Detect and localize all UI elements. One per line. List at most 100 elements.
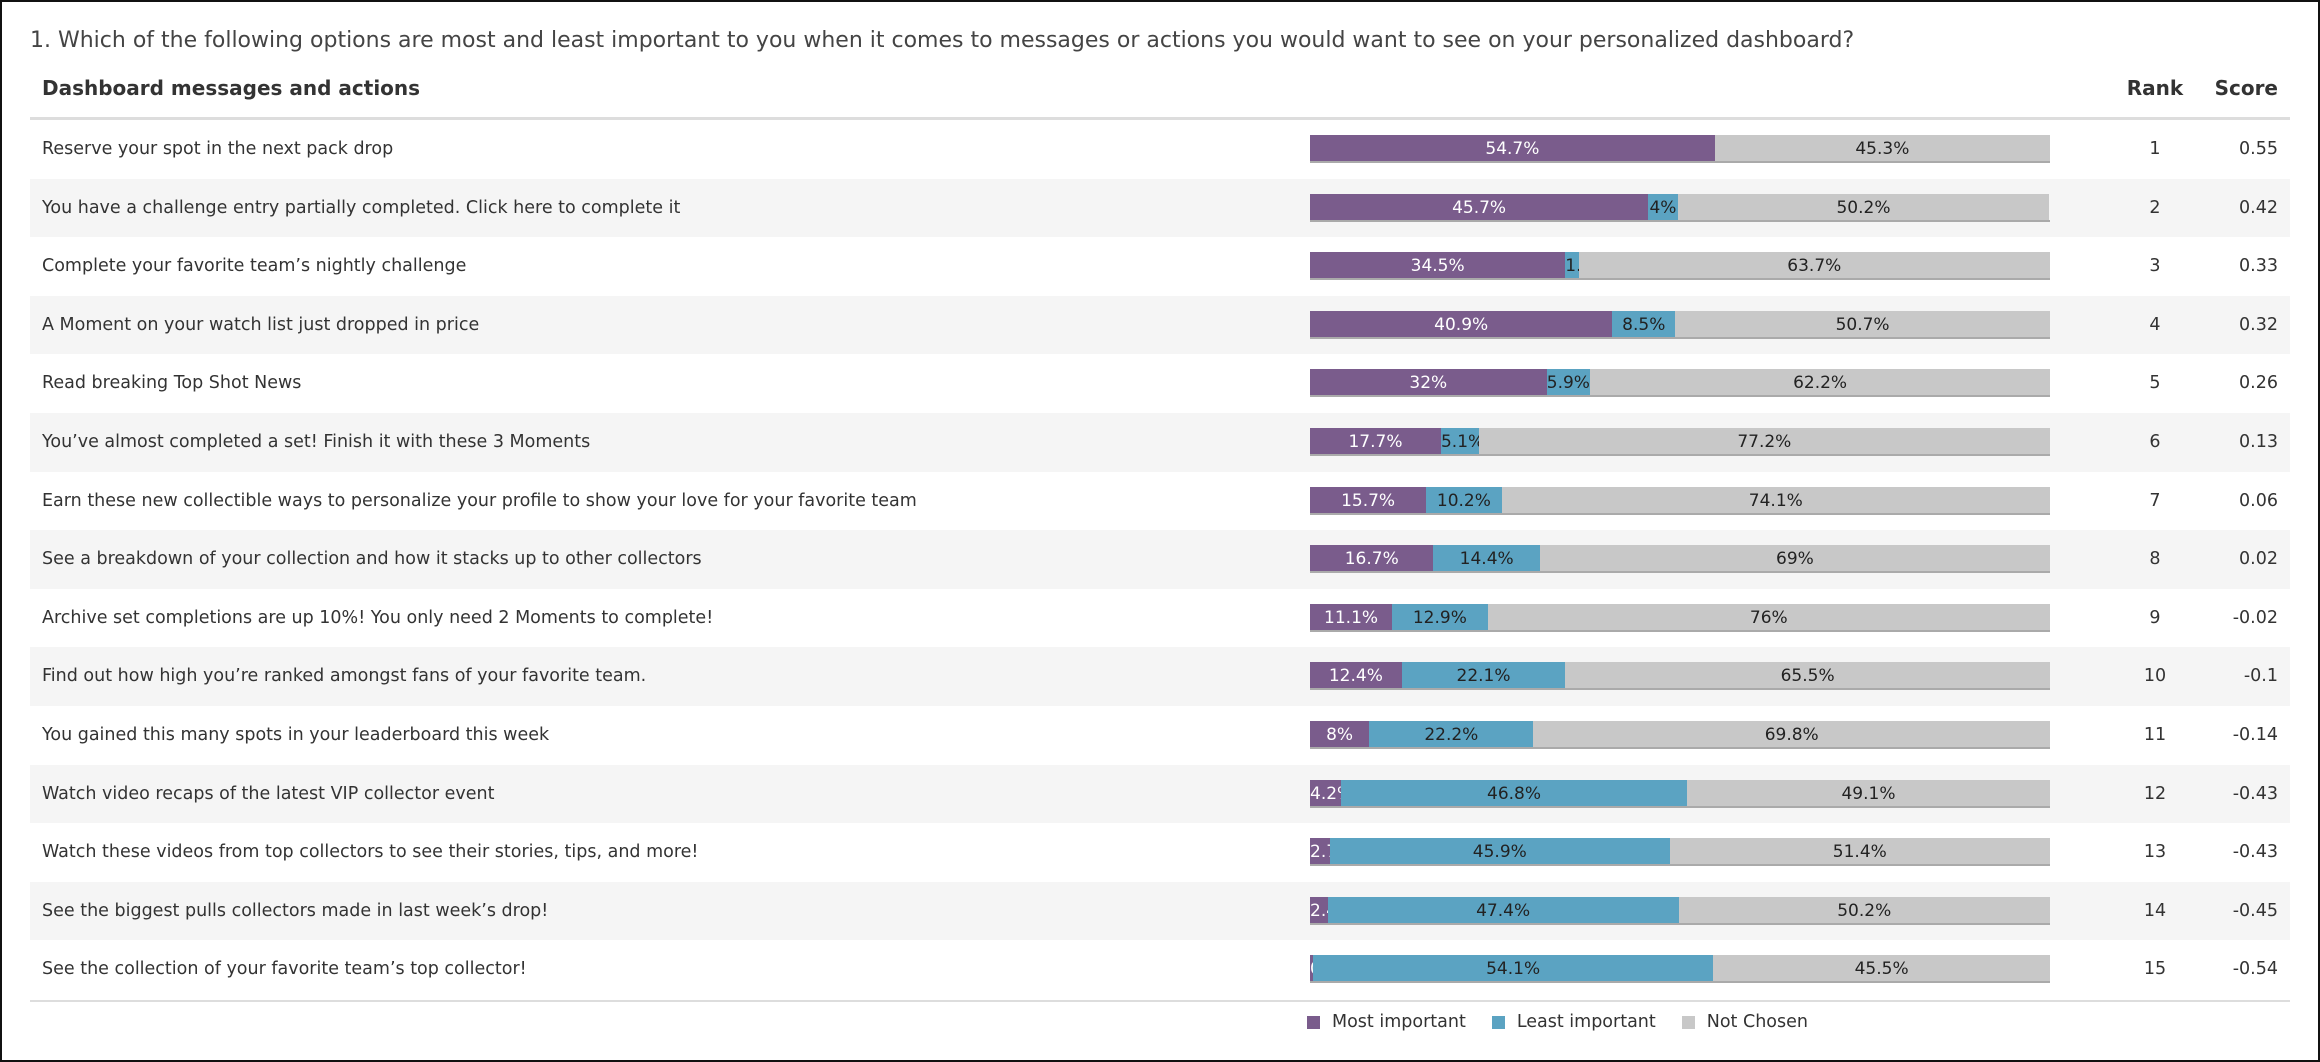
table-row: You’ve almost completed a set! Finish it… (30, 412, 2290, 472)
rank-value: 4 (2149, 314, 2161, 335)
rank-value: 14 (2143, 900, 2167, 921)
bar-segment-not: 50.2% (1678, 896, 2050, 923)
rank-value: 11 (2143, 724, 2167, 745)
stacked-bar: 16.7% 14.4% 69% (1310, 545, 2050, 574)
table-body: Reserve your spot in the next pack drop … (30, 120, 2290, 999)
stacked-bar: 32% 5.9% 62.2% (1310, 369, 2050, 398)
bar-segment-least: 4% (1648, 193, 1678, 220)
bar-segment-most: 15.7% (1310, 486, 1427, 513)
bar-segment-most: 32% (1310, 369, 1547, 396)
rank-value: 9 (2149, 607, 2161, 628)
rank-value: 6 (2149, 431, 2161, 452)
bar-segment-least: 8.5% (1612, 310, 1676, 337)
bar-segment-least: 5.9% (1546, 369, 1591, 396)
bar-segment-not: 62.2% (1590, 369, 2050, 396)
bar-segment-most: 17.7% (1310, 427, 1441, 454)
bar-segment-most: 45.7% (1310, 193, 1649, 220)
stacked-bar: 17.7%5.1%77.2% (1310, 427, 2050, 456)
row-label: A Moment on your watch list just dropped… (42, 314, 480, 335)
legend-item: Most important (1307, 1012, 1466, 1032)
rank-value: 2 (2149, 197, 2161, 218)
legend-swatch (1491, 1015, 1505, 1029)
rank-value: 1 (2149, 139, 2161, 159)
table-row: Complete your favorite team’s nightly ch… (30, 237, 2290, 296)
bar-segment-most: 16.7% (1310, 545, 1434, 572)
stacked-bar: 12.4% 22.1% 65.5% (1310, 662, 2050, 691)
table-header: Dashboard messages and actions Rank Scor… (30, 76, 2290, 120)
stacked-bar: 8% 22.2% 69.8% (1310, 720, 2050, 749)
bar-segment-least: 54.1% (1312, 955, 1714, 982)
row-label: Read breaking Top Shot News (42, 373, 302, 394)
stacked-bar: 0.4%54.1%45.5% (1310, 955, 2050, 984)
bar-segment-least: 5.1% (1440, 427, 1479, 454)
score-value: -0.43 (2232, 783, 2278, 804)
score-value: 0.26 (2239, 373, 2278, 394)
stacked-bar: 11.1% 12.9% 76% (1310, 603, 2050, 632)
table-row: You gained this many spots in your leade… (30, 706, 2290, 765)
column-header-item: Dashboard messages and actions (42, 76, 421, 100)
row-label: Watch video recaps of the latest VIP col… (42, 783, 495, 804)
score-value: -0.43 (2232, 842, 2278, 863)
bar-segment-most: 2.4% (1310, 896, 1328, 923)
bar-segment-most: 8% (1310, 720, 1370, 747)
row-label: You gained this many spots in your leade… (42, 724, 550, 745)
row-label: See the biggest pulls collectors made in… (42, 900, 549, 921)
score-value: 0.42 (2239, 197, 2278, 218)
bar-segment-most: 12.4% (1310, 662, 1402, 689)
stacked-bar: 40.9% 8.5% 50.7% (1310, 310, 2050, 339)
bar-segment-not: 63.7% (1578, 252, 2050, 279)
table-row: See a breakdown of your collection and h… (30, 530, 2290, 589)
score-value: 0.13 (2239, 431, 2278, 452)
score-value: 0.32 (2239, 314, 2278, 335)
row-label: Archive set completions are up 10%! You … (42, 607, 714, 628)
row-label: See a breakdown of your collection and h… (42, 549, 702, 570)
stacked-bar: 15.7% 10.2% 74.1% (1310, 486, 2050, 515)
column-header-score: Score (2214, 76, 2278, 100)
table-row: You have a challenge entry partially com… (30, 178, 2290, 238)
score-value: -0.45 (2232, 900, 2278, 921)
score-value: -0.54 (2232, 959, 2278, 980)
table-row: See the biggest pulls collectors made in… (30, 881, 2290, 941)
legend: Most important Least important Not Chosen (1307, 1012, 1808, 1032)
stacked-bar: 4.2%46.8%49.1% (1310, 779, 2050, 808)
bar-segment-least: 14.4% (1433, 545, 1540, 572)
row-label: See the collection of your favorite team… (42, 959, 527, 980)
bar-segment-least: 12.9% (1392, 603, 1488, 630)
bar-segment-most: 4.2% (1310, 779, 1342, 806)
row-label: You’ve almost completed a set! Finish it… (42, 431, 591, 452)
bar-segment-not: 77.2% (1478, 427, 2050, 454)
legend-item: Not Chosen (1681, 1012, 1808, 1032)
table-row: See the collection of your favorite team… (30, 940, 2290, 999)
question-title: 1. Which of the following options are mo… (30, 28, 1855, 53)
legend-item: Least important (1491, 1012, 1656, 1032)
score-value: -0.14 (2232, 724, 2278, 745)
bar-segment-not: 69.8% (1533, 720, 2050, 747)
bar-segment-not: 50.7% (1675, 310, 2050, 337)
rank-value: 7 (2149, 490, 2161, 511)
bar-segment-not: 74.1% (1501, 486, 2050, 513)
row-label: You have a challenge entry partially com… (42, 197, 681, 218)
bar-segment-most: 34.5% (1310, 252, 1566, 279)
score-value: -0.1 (2243, 666, 2278, 687)
bar-segment-not: 49.1% (1687, 779, 2050, 806)
rank-value: 8 (2149, 549, 2161, 570)
rank-value: 5 (2149, 373, 2161, 394)
legend-label: Not Chosen (1706, 1012, 1808, 1032)
bar-segment-least: 22.1% (1401, 662, 1566, 689)
table-row: Read breaking Top Shot News 32% 5.9% 62.2%… (30, 354, 2290, 413)
bar-segment-least: 46.8% (1341, 779, 1688, 806)
legend-label: Most important (1332, 1012, 1466, 1032)
table-row: Reserve your spot in the next pack drop … (30, 120, 2290, 179)
stacked-bar: 2.4%47.4%50.2% (1310, 896, 2050, 925)
rank-value: 12 (2143, 783, 2167, 804)
bar-segment-not: 65.5% (1565, 662, 2050, 689)
table-row: Earn these new collectible ways to perso… (30, 472, 2290, 531)
score-value: -0.02 (2232, 607, 2278, 628)
rank-value: 3 (2149, 256, 2161, 277)
table-row: A Moment on your watch list just dropped… (30, 295, 2290, 355)
bar-segment-not: 45.5% (1713, 955, 2050, 982)
stacked-bar: 45.7% 4% 50.2% (1310, 193, 2050, 222)
stacked-bar: 2.7%45.9%51.4% (1310, 838, 2050, 867)
table-row: Archive set completions are up 10%! You … (30, 589, 2290, 648)
